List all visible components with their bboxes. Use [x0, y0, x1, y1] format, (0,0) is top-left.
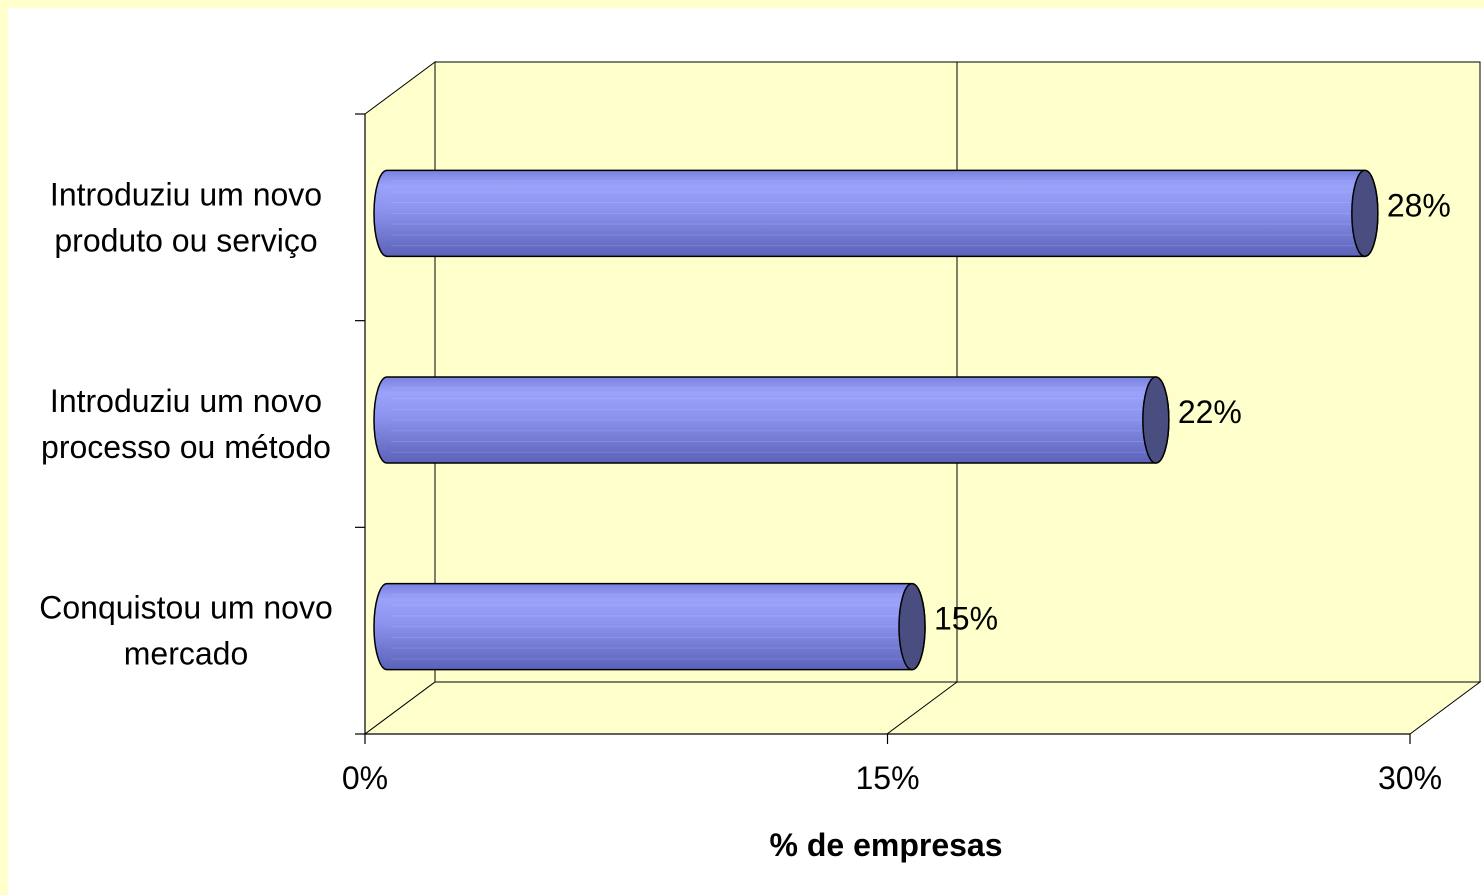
category-label-line: Introduziu um novo	[50, 383, 322, 419]
data-label: 28%	[1387, 187, 1451, 223]
category-label-line: produto ou serviço	[54, 222, 317, 258]
bar-cap-1	[1351, 169, 1379, 258]
category-label-line: Introduziu um novo	[50, 176, 322, 212]
gridline-15-floor	[886, 681, 958, 735]
data-label: 22%	[1178, 394, 1242, 430]
chart-area: 28% Introduziu um novo produto ou serviço 2…	[8, 8, 1484, 895]
category-label: Conquistou um novo mercado	[39, 590, 333, 672]
category-label: Introduziu um novo processo ou método	[41, 383, 331, 465]
x-axis-title: % de empresas	[769, 827, 1002, 863]
data-label: 15%	[934, 601, 998, 637]
x-tick-label: 30%	[1378, 760, 1442, 796]
category-label-line: Conquistou um novo	[39, 590, 333, 626]
category-label: Introduziu um novo produto ou serviço	[50, 176, 322, 258]
category-label-line: mercado	[124, 636, 249, 672]
bar-cap-3	[898, 582, 926, 671]
x-tick-label: 0%	[342, 760, 388, 796]
category-label-line: processo ou método	[41, 429, 331, 465]
bar-cap-2	[1142, 376, 1170, 464]
x-tick-label: 15%	[855, 760, 919, 796]
